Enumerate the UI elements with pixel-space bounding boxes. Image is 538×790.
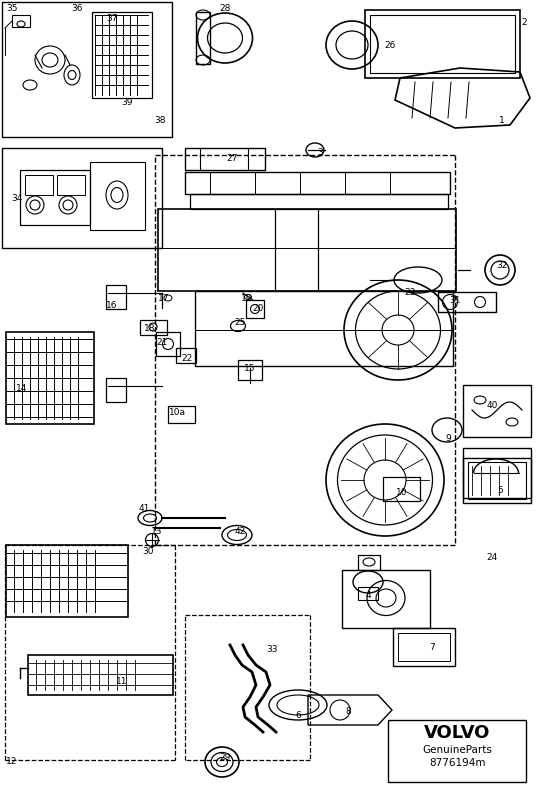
Bar — [468, 462, 526, 499]
Text: 8776194m: 8776194m — [429, 758, 485, 768]
Text: 27: 27 — [226, 153, 238, 163]
Bar — [158, 209, 456, 291]
Bar — [365, 10, 520, 78]
Text: 18: 18 — [144, 323, 155, 333]
Bar — [185, 172, 450, 194]
Text: 35: 35 — [6, 3, 18, 13]
Text: 12: 12 — [6, 758, 18, 766]
Bar — [383, 477, 420, 501]
Text: 16: 16 — [106, 300, 118, 310]
Bar — [463, 385, 531, 437]
Text: 23: 23 — [405, 288, 416, 296]
Bar — [370, 15, 515, 73]
Bar — [358, 555, 380, 570]
Bar — [6, 332, 94, 424]
Text: 33: 33 — [266, 645, 278, 654]
Text: 2: 2 — [521, 17, 527, 27]
Text: 22: 22 — [181, 353, 193, 363]
Text: 42: 42 — [235, 528, 246, 536]
Bar — [246, 300, 264, 318]
Text: 41: 41 — [138, 503, 150, 513]
Bar — [463, 458, 531, 503]
Bar — [438, 292, 496, 312]
Bar — [140, 320, 167, 335]
Text: 30: 30 — [142, 547, 154, 556]
Bar — [168, 406, 195, 423]
Text: 13: 13 — [151, 528, 163, 536]
Bar — [2, 148, 162, 248]
Text: 10: 10 — [397, 487, 408, 496]
Text: 1: 1 — [499, 115, 505, 125]
Bar — [185, 148, 265, 170]
Text: 5: 5 — [497, 486, 503, 495]
Text: 26: 26 — [384, 40, 395, 50]
Text: 31: 31 — [449, 295, 461, 304]
Text: 29: 29 — [220, 754, 231, 762]
Text: 39: 39 — [121, 97, 133, 107]
Bar — [2, 2, 172, 137]
Text: 6: 6 — [295, 710, 301, 720]
Bar — [25, 175, 53, 195]
Bar — [20, 170, 90, 225]
Bar — [195, 291, 453, 366]
Text: 38: 38 — [154, 115, 166, 125]
Text: 14: 14 — [16, 383, 27, 393]
Text: 21: 21 — [157, 337, 168, 347]
Text: 24: 24 — [486, 554, 498, 562]
Bar — [92, 12, 152, 98]
Bar — [90, 162, 145, 230]
Text: 9: 9 — [445, 434, 451, 442]
Text: VOLVO: VOLVO — [424, 724, 490, 742]
Text: 11: 11 — [116, 678, 128, 687]
Text: 19: 19 — [241, 294, 253, 303]
Bar — [106, 378, 126, 402]
Bar — [358, 587, 378, 600]
Text: 8: 8 — [345, 708, 351, 717]
Text: 40: 40 — [486, 401, 498, 409]
Bar — [238, 360, 262, 380]
Bar — [12, 15, 30, 27]
Bar — [393, 628, 455, 666]
Bar — [28, 655, 173, 695]
Text: 15: 15 — [244, 363, 256, 373]
Text: 20: 20 — [252, 303, 264, 313]
Text: 3: 3 — [317, 148, 323, 156]
Text: 32: 32 — [497, 261, 508, 269]
Text: 25: 25 — [235, 318, 246, 326]
Bar — [398, 633, 450, 661]
Bar — [156, 332, 180, 356]
Text: 17: 17 — [158, 294, 170, 303]
Bar — [463, 448, 531, 498]
Bar — [57, 175, 85, 195]
Text: 7: 7 — [429, 644, 435, 653]
Bar — [176, 348, 196, 363]
Text: 34: 34 — [11, 194, 23, 202]
Text: 10a: 10a — [168, 408, 186, 416]
Text: 28: 28 — [220, 3, 231, 13]
Bar — [6, 545, 128, 617]
Text: 37: 37 — [106, 13, 118, 22]
Bar — [196, 12, 210, 64]
Bar — [190, 194, 448, 209]
Text: GenuineParts: GenuineParts — [422, 745, 492, 755]
Bar — [106, 285, 126, 309]
Text: 4: 4 — [365, 590, 371, 600]
Bar — [388, 720, 526, 782]
Bar — [342, 570, 430, 628]
Text: 36: 36 — [71, 3, 83, 13]
